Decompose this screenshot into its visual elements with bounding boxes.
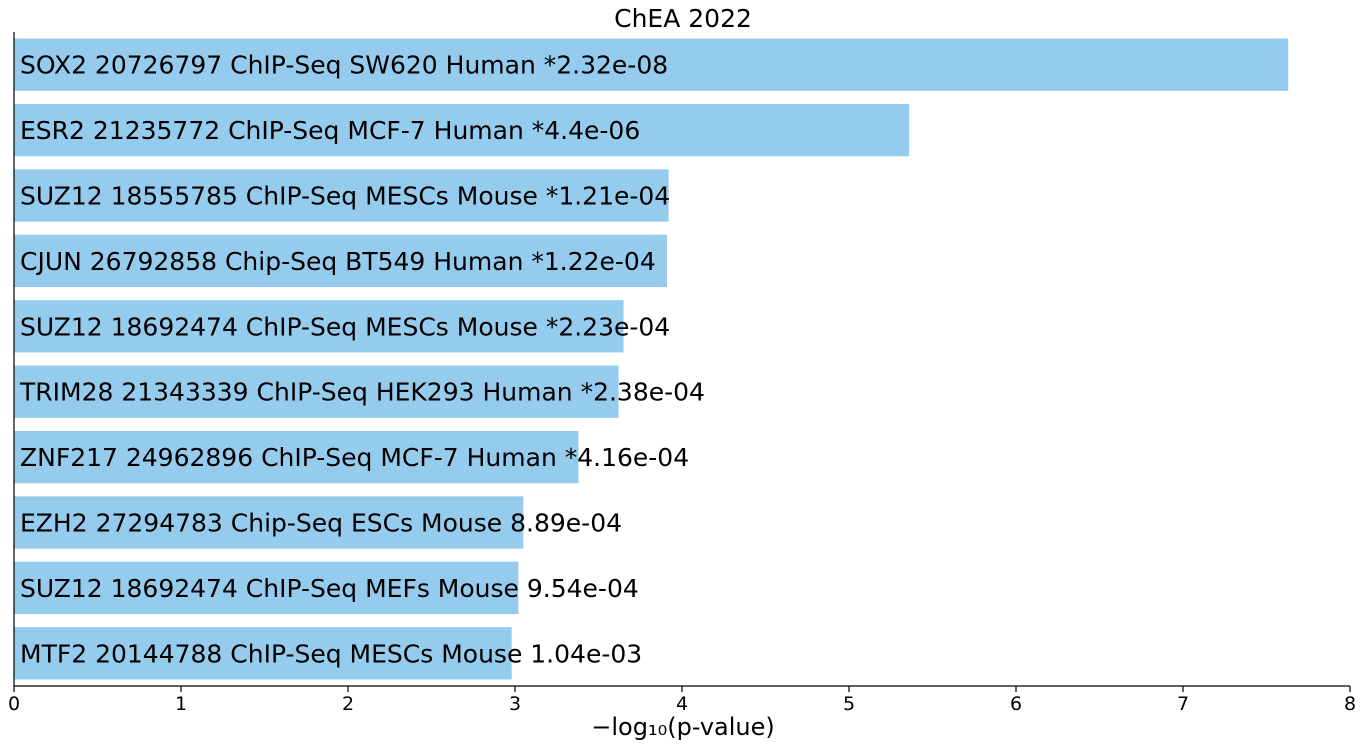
bar bbox=[14, 38, 1289, 91]
x-ticks: 0 1 2 3 4 5 6 7 8 bbox=[8, 686, 1356, 715]
bar-label: TRIM28 21343339 ChIP-Seq HEK293 Human *2… bbox=[19, 378, 705, 407]
bar bbox=[14, 169, 669, 222]
x-tick-label: 0 bbox=[8, 693, 20, 715]
bar bbox=[14, 234, 667, 288]
bar bbox=[14, 300, 624, 353]
x-tick-label: 2 bbox=[342, 693, 354, 715]
x-tick-label: 4 bbox=[676, 693, 688, 715]
x-tick-label: 8 bbox=[1344, 693, 1356, 715]
bar-label: SOX2 20726797 ChIP-Seq SW620 Human *2.32… bbox=[20, 51, 668, 80]
bar-label: EZH2 27294783 Chip-Seq ESCs Mouse 8.89e-… bbox=[20, 509, 622, 538]
bar bbox=[14, 430, 579, 484]
x-tick-label: 7 bbox=[1177, 693, 1189, 715]
x-tick-label: 1 bbox=[175, 693, 187, 715]
x-axis-label: −log₁₀(p-value) bbox=[591, 713, 774, 741]
x-tick-label: 3 bbox=[509, 693, 521, 715]
bar-label: ESR2 21235772 ChIP-Seq MCF-7 Human *4.4e… bbox=[20, 116, 640, 145]
bars-layer bbox=[14, 38, 1289, 680]
bar-label: SUZ12 18692474 ChIP-Seq MESCs Mouse *2.2… bbox=[20, 312, 670, 341]
chart-title: ChEA 2022 bbox=[614, 4, 752, 33]
bar-label: MTF2 20144788 ChIP-Seq MESCs Mouse 1.04e… bbox=[20, 639, 642, 668]
bar-label: SUZ12 18555785 ChIP-Seq MESCs Mouse *1.2… bbox=[20, 182, 670, 211]
bar-label: CJUN 26792858 Chip-Seq BT549 Human *1.22… bbox=[20, 247, 656, 276]
bar bbox=[14, 365, 619, 418]
x-tick-label: 5 bbox=[843, 693, 855, 715]
x-tick-label: 6 bbox=[1010, 693, 1022, 715]
labels-layer: SOX2 20726797 ChIP-Seq SW620 Human *2.32… bbox=[19, 51, 705, 669]
bar bbox=[14, 103, 910, 157]
bar bbox=[14, 627, 512, 680]
bar bbox=[14, 561, 519, 615]
bar-label: ZNF217 24962896 ChIP-Seq MCF-7 Human *4.… bbox=[20, 443, 689, 472]
bar-label: SUZ12 18692474 ChIP-Seq MEFs Mouse 9.54e… bbox=[20, 574, 639, 603]
bar bbox=[14, 496, 524, 549]
